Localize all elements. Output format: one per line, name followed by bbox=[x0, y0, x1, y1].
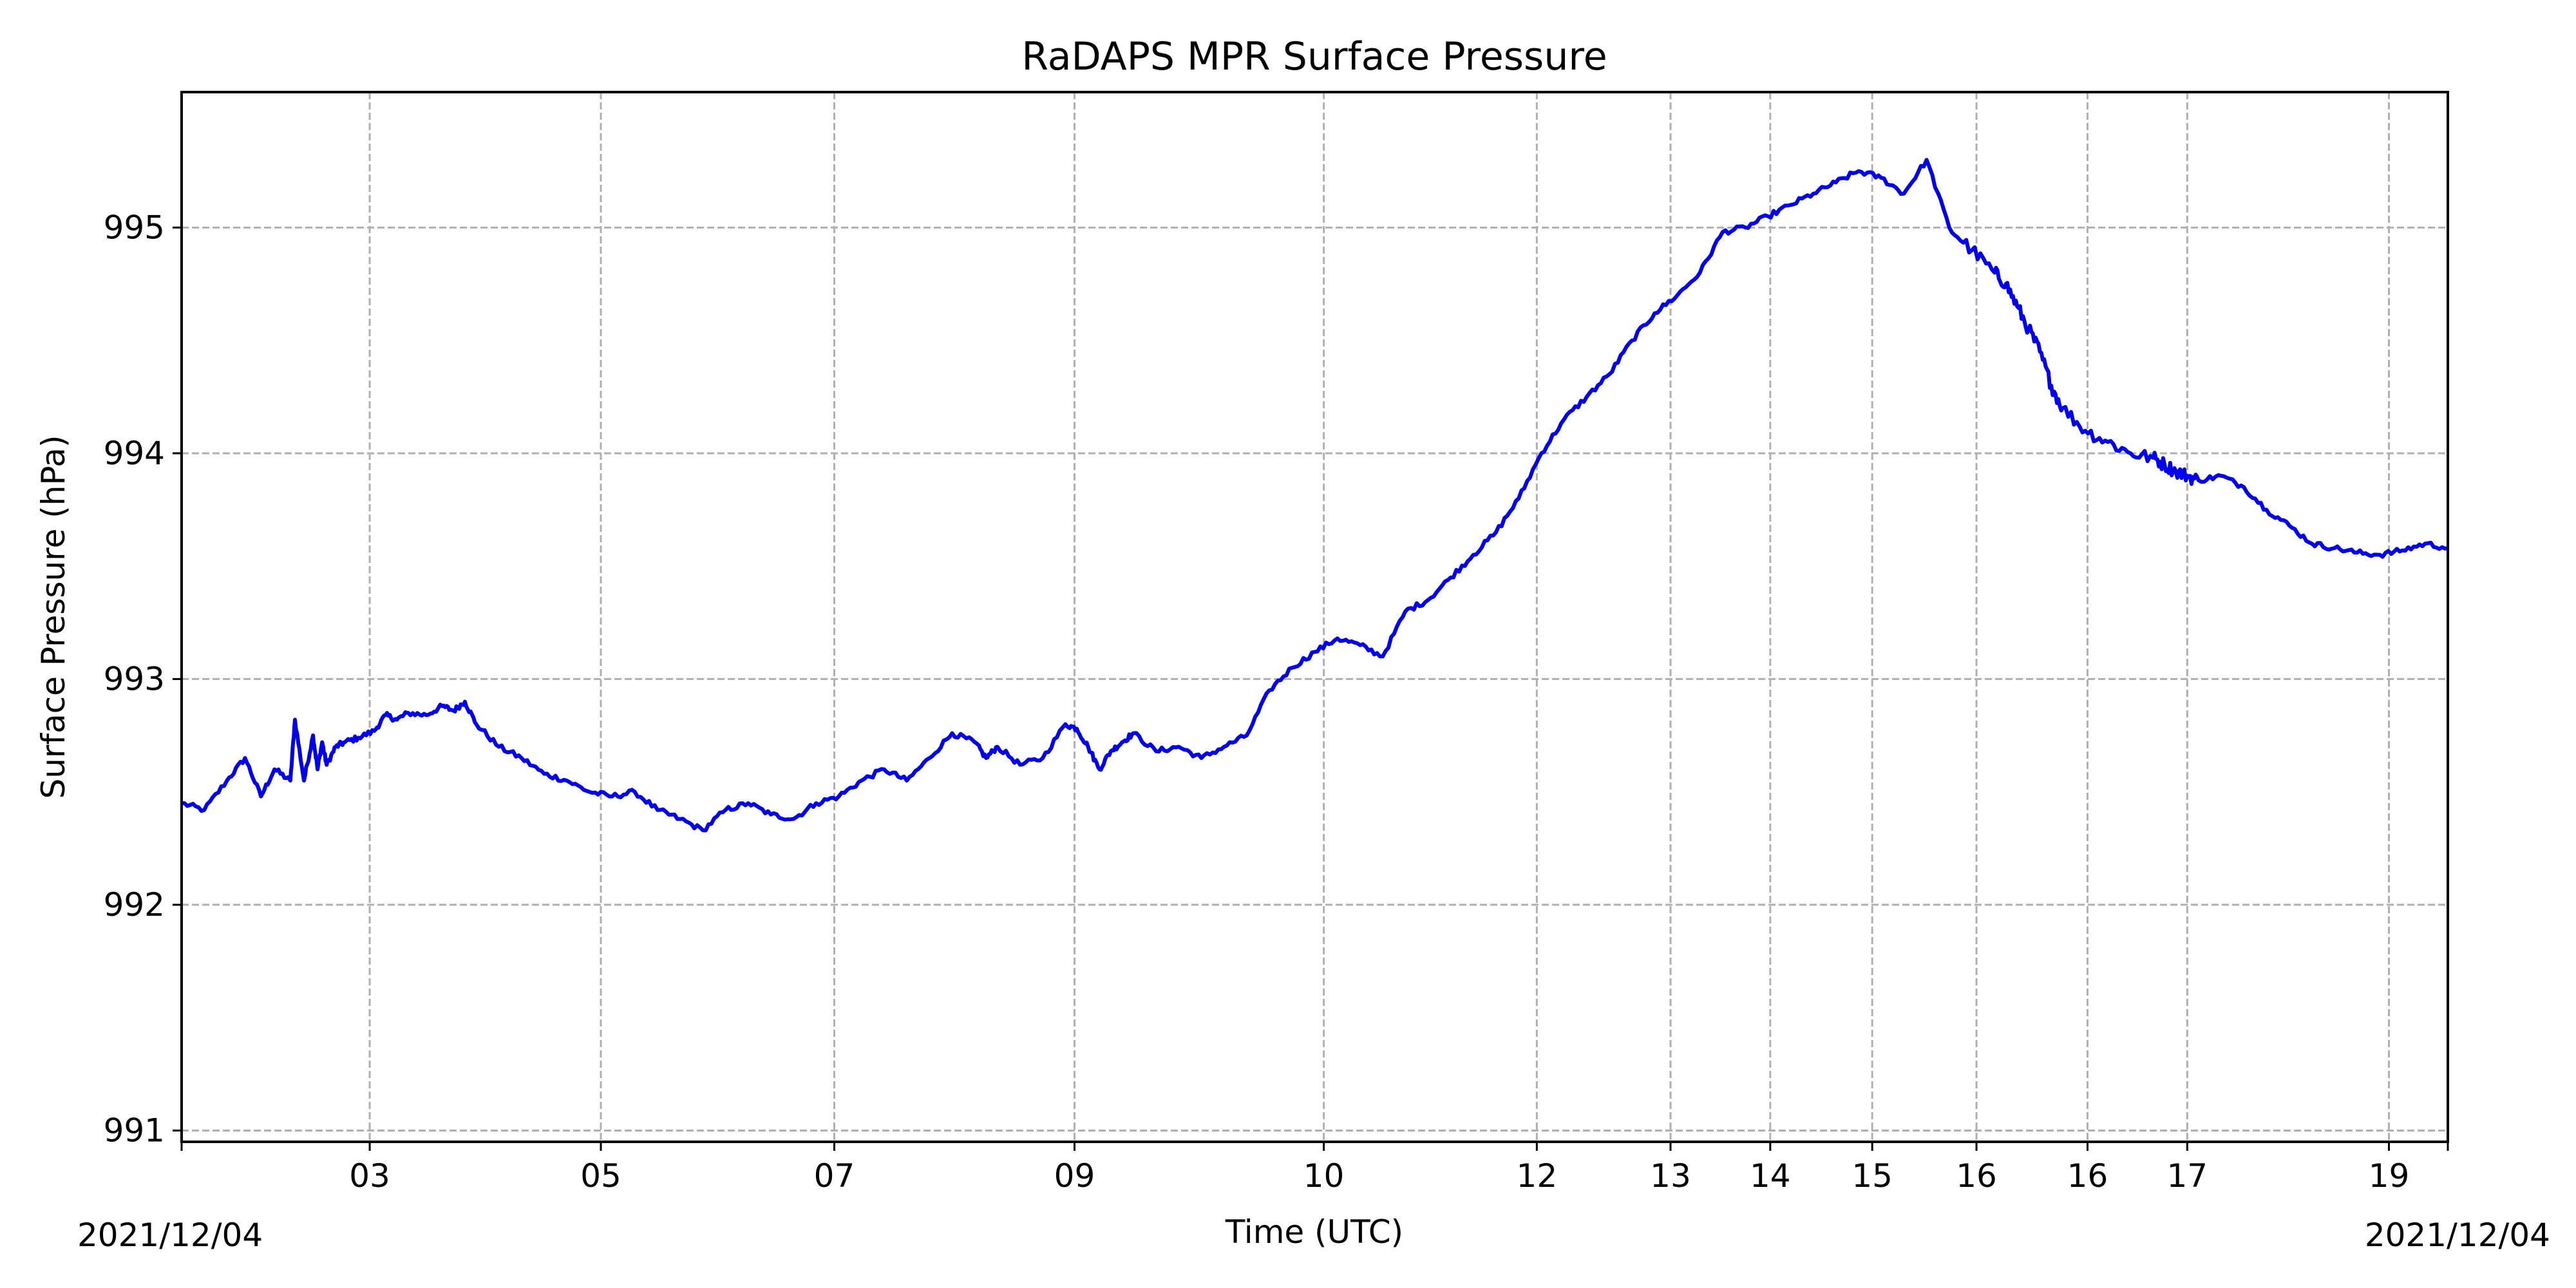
axis-ticks: 991 992 993 994 995 03 05 07 09 10 12 13 14 15 16 16 17 1… bbox=[104, 209, 2449, 1195]
x-axis-label: Time (UTC) bbox=[1225, 1213, 1403, 1251]
x-tick-label: 05 bbox=[580, 1157, 621, 1195]
x-tick-label: 19 bbox=[2369, 1157, 2410, 1195]
x-tick-label: 16 bbox=[1956, 1157, 1997, 1195]
chart-title: RaDAPS MPR Surface Pressure bbox=[1021, 34, 1607, 79]
x-tick-label: 09 bbox=[1054, 1157, 1095, 1195]
plot-frame bbox=[180, 91, 2449, 1143]
x-tick-label: 10 bbox=[1303, 1157, 1345, 1195]
x-tick-label: 15 bbox=[1852, 1157, 1893, 1195]
x-tick-label: 16 bbox=[2067, 1157, 2108, 1195]
y-tick-label: 994 bbox=[104, 435, 165, 472]
y-tick-label: 995 bbox=[104, 209, 165, 246]
y-tick-label: 993 bbox=[104, 660, 165, 697]
x-date-label-right: 2021/12/04 bbox=[2365, 1217, 2550, 1254]
y-tick-label: 992 bbox=[104, 886, 165, 923]
x-tick-label: 03 bbox=[349, 1157, 390, 1195]
x-tick-label: 13 bbox=[1650, 1157, 1691, 1195]
x-date-label-left: 2021/12/04 bbox=[77, 1217, 263, 1254]
x-tick-label: 14 bbox=[1750, 1157, 1791, 1195]
x-tick-label: 07 bbox=[814, 1157, 855, 1195]
grid bbox=[182, 92, 2448, 1142]
pressure-series-line bbox=[181, 158, 2448, 833]
y-tick-label: 991 bbox=[104, 1112, 165, 1149]
y-axis-label: Surface Pressure (hPa) bbox=[35, 435, 72, 799]
x-tick-label: 17 bbox=[2167, 1157, 2208, 1195]
x-tick-label: 12 bbox=[1517, 1157, 1558, 1195]
